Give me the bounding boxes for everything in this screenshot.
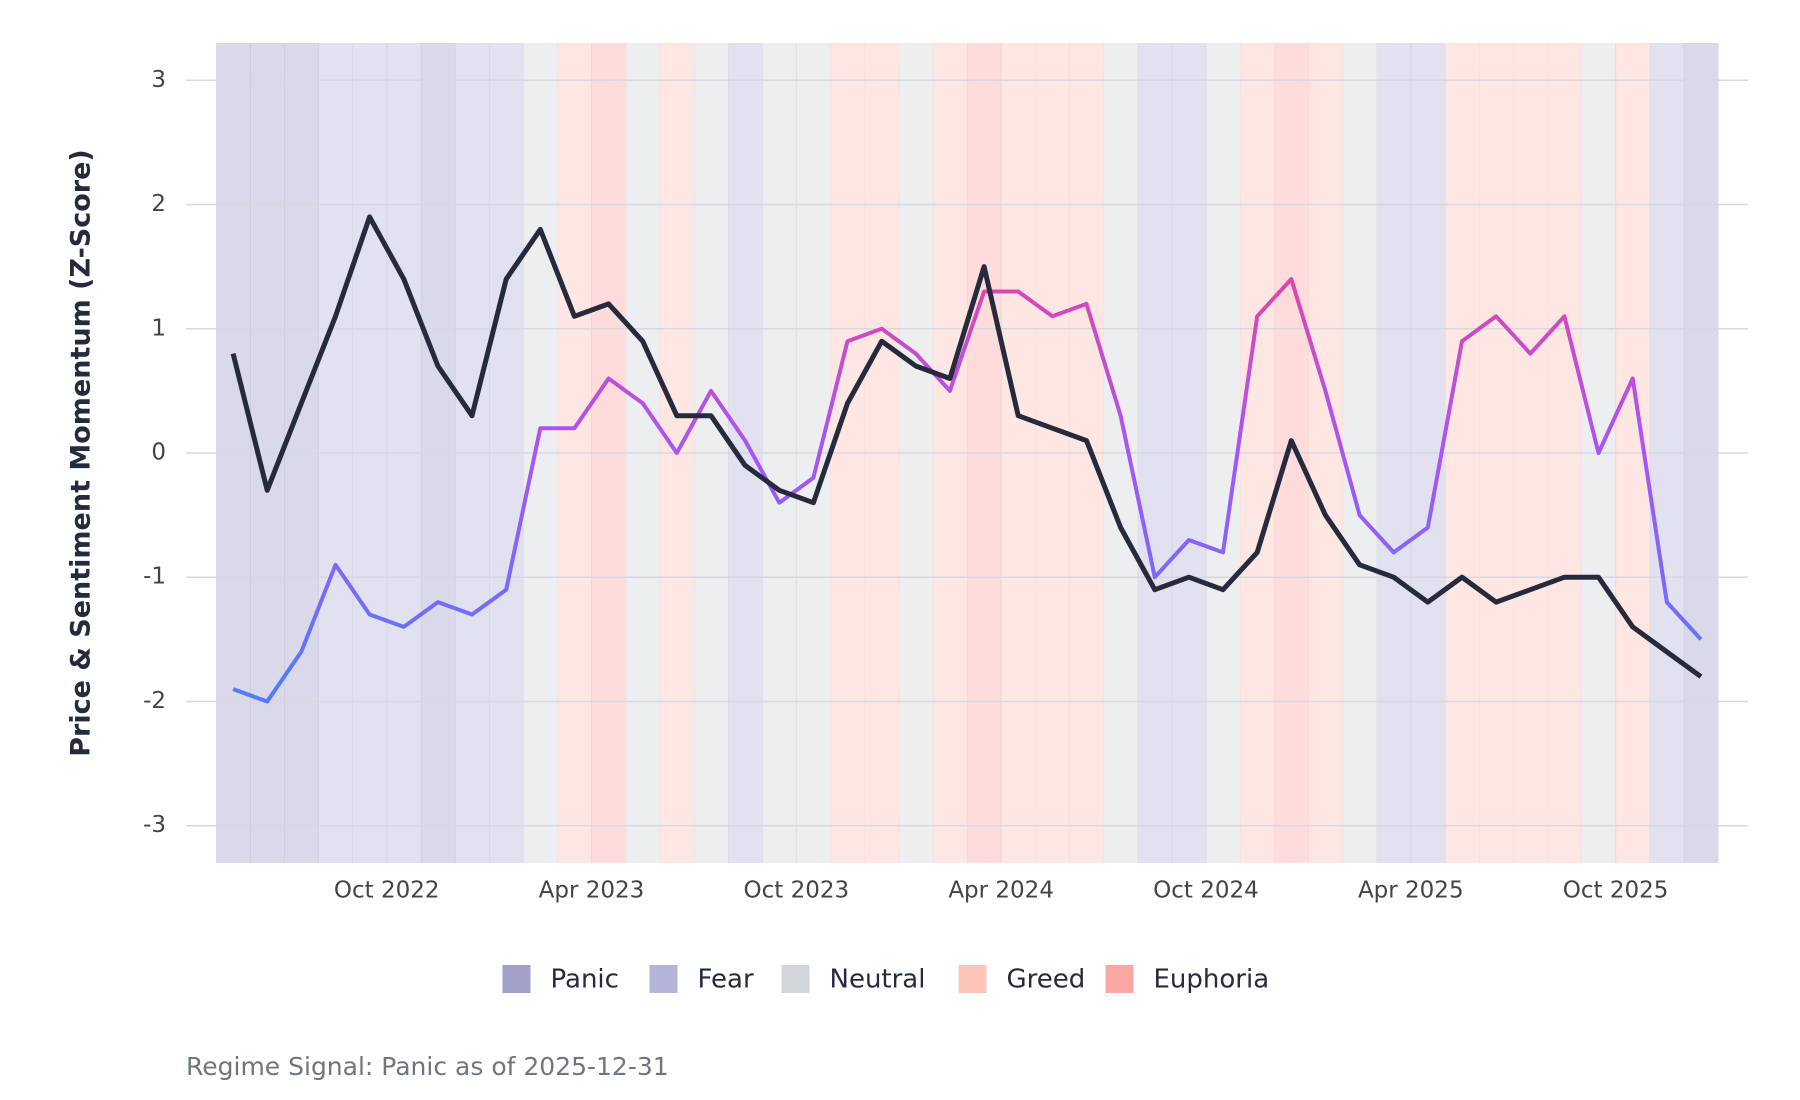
x-tick-label: Oct 2025 [1563, 878, 1669, 904]
x-tick-label: Apr 2025 [1358, 878, 1464, 904]
y-tick-label: 1 [151, 315, 166, 341]
sentiment-line [232, 277, 1703, 704]
caption: Regime Signal: Panic as of 2025-12-31 [186, 1052, 669, 1081]
price-line [230, 214, 1703, 679]
y-tick-label: -2 [143, 688, 166, 714]
legend-swatch [502, 965, 531, 993]
legend-label: Euphoria [1154, 965, 1270, 995]
y-tick-label: -1 [143, 564, 166, 590]
legend-swatch [958, 965, 987, 993]
y-tick-label: 0 [151, 440, 166, 466]
legend-label: Neutral [830, 965, 926, 995]
legend-swatch [649, 965, 678, 993]
x-tick-label: Oct 2022 [334, 878, 440, 904]
legend-label: Fear [698, 965, 754, 995]
legend-swatch [781, 965, 810, 993]
x-tick-label: Oct 2023 [744, 878, 850, 904]
y-tick-label: -3 [143, 812, 166, 838]
y-axis-title: Price & Sentiment Momentum (Z-Score) [66, 149, 97, 757]
x-tick-label: Apr 2023 [539, 878, 645, 904]
legend: Panic Fear Neutral Greed Euphoria [502, 965, 1270, 995]
y-tick-label: 2 [151, 191, 166, 217]
y-tick-label: 3 [151, 67, 166, 93]
legend-label: Greed [1007, 965, 1086, 995]
legend-swatch [1105, 965, 1134, 993]
x-tick-label: Oct 2024 [1153, 878, 1259, 904]
legend-label: Panic [551, 965, 619, 995]
x-tick-label: Apr 2024 [948, 878, 1054, 904]
